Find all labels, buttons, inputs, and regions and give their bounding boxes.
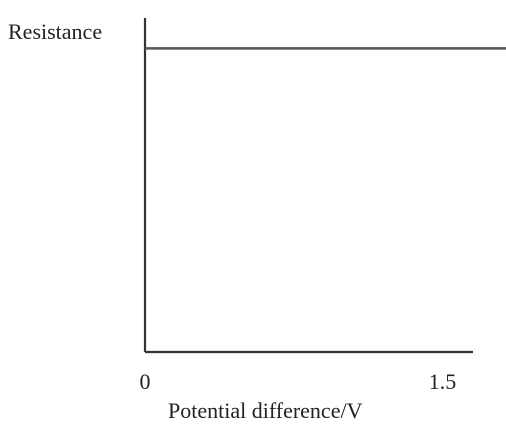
y-axis-label: Resistance bbox=[8, 19, 102, 44]
x-ticks: 0 1.5 bbox=[140, 369, 457, 394]
x-tick-label-1: 1.5 bbox=[429, 369, 457, 394]
x-axis-label: Potential difference/V bbox=[168, 398, 363, 423]
x-tick-label-0: 0 bbox=[140, 369, 151, 394]
